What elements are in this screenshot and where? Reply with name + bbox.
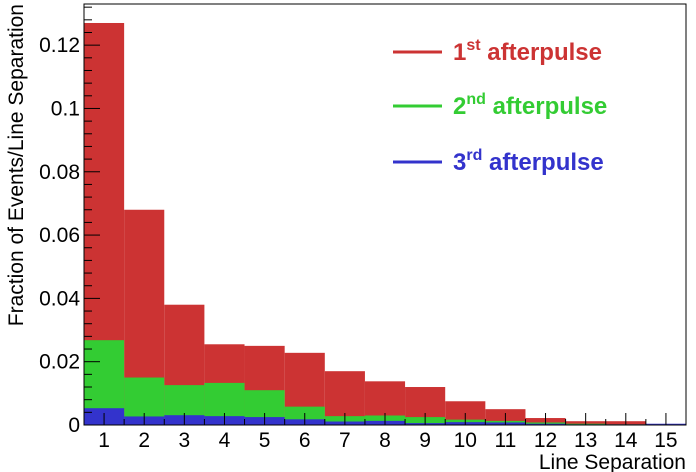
legend-label-2: 2nd afterpulse [453, 91, 607, 120]
x-tick-label: 5 [259, 429, 271, 452]
y-axis: 0 0.02 0.04 0.06 0.08 0.1 0.12 [39, 6, 100, 437]
histogram-bars [84, 22, 686, 425]
x-tick-label: 15 [654, 429, 677, 452]
x-tick-label: 1 [98, 429, 110, 452]
legend: 1st afterpulse 2nd afterpulse 3rd afterpul… [393, 37, 607, 176]
x-tick-label: 9 [419, 429, 431, 452]
legend-label-3: 3rd afterpulse [453, 147, 604, 176]
x-tick-label: 4 [219, 429, 231, 452]
x-tick-label: 10 [454, 429, 477, 452]
legend-label-1: 1st afterpulse [453, 37, 602, 66]
x-axis: 1 2 3 4 5 6 7 8 9 10 11 12 13 14 15 [83, 413, 687, 452]
y-axis-label: Fraction of Events/Line Separation [5, 4, 28, 326]
x-tick-label: 2 [138, 429, 150, 452]
y-tick-label: 0.04 [39, 287, 80, 310]
x-tick-label: 3 [178, 429, 190, 452]
y-tick-label: 0 [68, 414, 80, 437]
y-tick-label: 0.02 [39, 351, 80, 374]
x-tick-label: 11 [494, 429, 516, 452]
x-tick-label: 14 [614, 429, 638, 452]
x-tick-label: 6 [299, 429, 311, 452]
y-tick-label: 0.12 [39, 34, 80, 57]
x-axis-label: Line Separation [539, 451, 686, 472]
x-tick-label: 8 [379, 429, 391, 452]
x-tick-label: 13 [574, 429, 597, 452]
x-tick-label: 7 [339, 429, 351, 452]
y-tick-label: 0.06 [39, 224, 80, 247]
y-tick-label: 0.08 [39, 161, 80, 184]
y-tick-label: 0.1 [51, 97, 80, 120]
x-tick-label: 12 [534, 429, 557, 452]
